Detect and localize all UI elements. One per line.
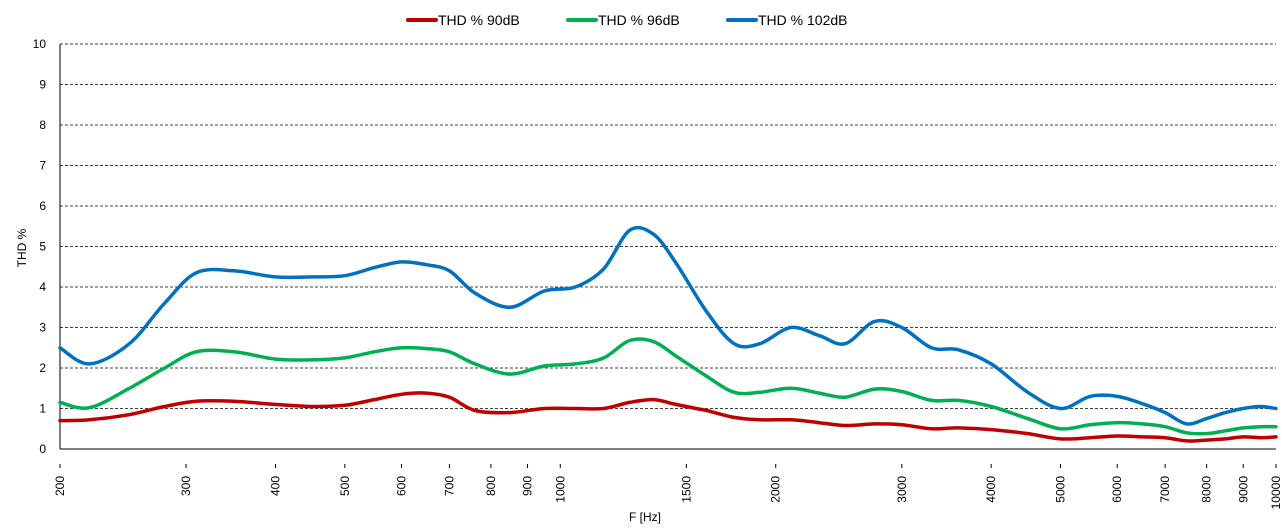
- x-tick-label: 4000: [984, 476, 998, 503]
- x-tick-label: 5000: [1054, 476, 1068, 503]
- y-tick-label: 4: [39, 280, 46, 294]
- legend-label: THD % 102dB: [758, 12, 847, 28]
- x-tick-label: 9000: [1236, 476, 1250, 503]
- series-line-2: [58, 337, 1278, 436]
- x-tick-label: 3000: [895, 476, 909, 503]
- series-line-1: [58, 391, 1278, 443]
- y-tick-label: 7: [39, 159, 46, 173]
- x-tick-label: 6000: [1110, 476, 1124, 503]
- series-layer: [58, 225, 1278, 443]
- y-tick-label: 8: [39, 118, 46, 132]
- x-tick-label: 2000: [769, 476, 783, 503]
- x-tick-label: 500: [338, 476, 352, 496]
- y-tick-label: 6: [39, 199, 46, 213]
- y-axis-title: THD %: [15, 228, 29, 267]
- x-tick-label: 800: [484, 476, 498, 496]
- y-tick-label: 10: [33, 37, 47, 51]
- x-tick-label: 600: [394, 476, 408, 496]
- x-tick-label: 8000: [1200, 476, 1214, 503]
- x-tick-label: 7000: [1158, 476, 1172, 503]
- x-tick-label: 10000: [1269, 476, 1282, 510]
- y-tick-label: 5: [39, 240, 46, 254]
- y-tick-label: 1: [39, 402, 46, 416]
- legend-label: THD % 96dB: [598, 12, 680, 28]
- x-tick-label: 200: [53, 476, 67, 496]
- y-tick-label: 9: [39, 78, 46, 92]
- x-tick-label: 400: [268, 476, 282, 496]
- legend: THD % 90dB THD % 96dB THD % 102dB: [406, 12, 847, 28]
- y-tick-label: 0: [39, 442, 46, 456]
- series-line-3: [58, 225, 1278, 426]
- x-tick-label: 700: [442, 476, 456, 496]
- grid-layer: [60, 43, 1276, 409]
- y-tick-label: 2: [39, 361, 46, 375]
- x-tick-label: 1000: [553, 476, 567, 503]
- y-tick-label: 3: [39, 321, 46, 335]
- legend-label: THD % 90dB: [438, 12, 520, 28]
- x-axis-title: F [Hz]: [629, 510, 661, 524]
- x-tick-label: 900: [521, 476, 535, 496]
- x-tick-label: 1500: [679, 476, 693, 503]
- x-tick-label: 300: [179, 476, 193, 496]
- axis-layer: 0 1 2 3 4 5 6 7 8 9 10 200 300 400 500 600 700 800 900 1000…: [33, 37, 1282, 509]
